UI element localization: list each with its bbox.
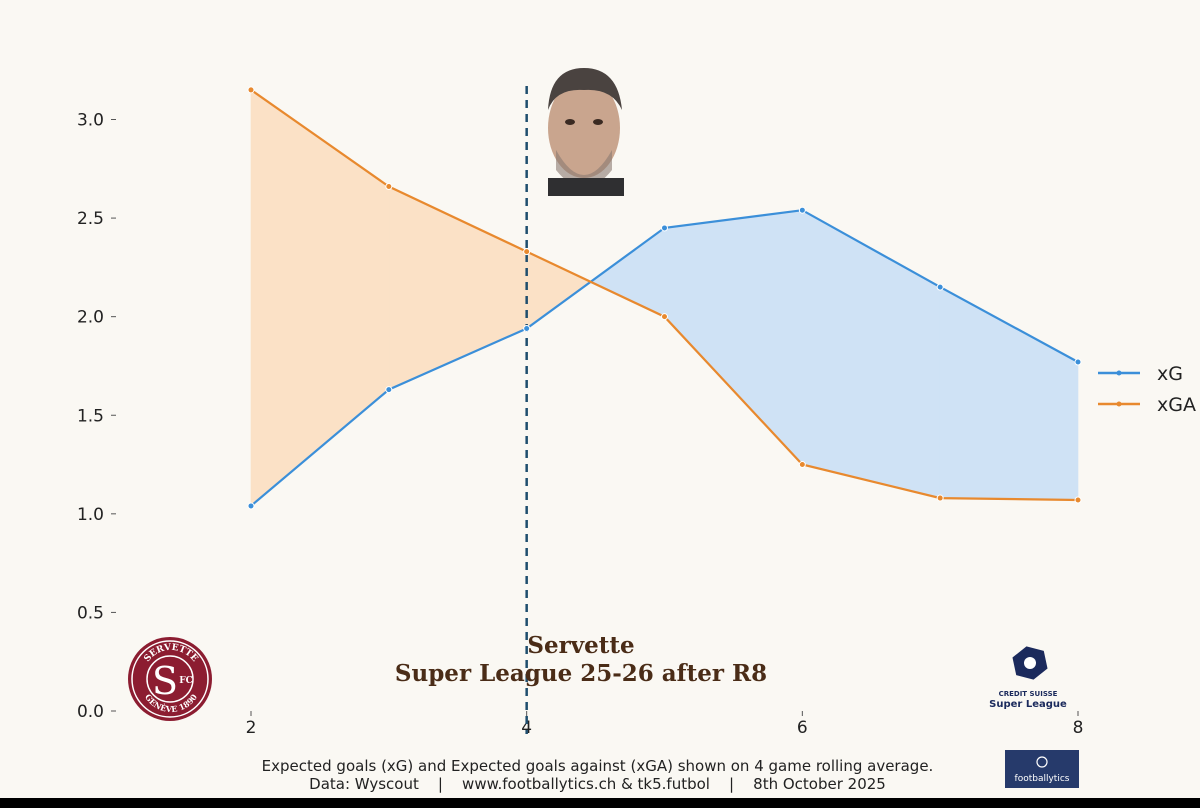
point-xg-4 bbox=[523, 324, 531, 332]
point-xga-4 bbox=[523, 248, 531, 256]
series-points bbox=[247, 86, 1082, 510]
point-xga-7 bbox=[936, 494, 944, 502]
chart-subtitle: Super League 25-26 after R8 bbox=[395, 660, 767, 687]
servette-logo: SERVETTE GENÈVE 1890 S FC bbox=[128, 637, 212, 721]
point-xg-6 bbox=[798, 206, 806, 214]
super-league-logo-line2: Super League bbox=[989, 699, 1067, 710]
point-xg-2 bbox=[247, 502, 255, 510]
y-tick-label-4: 2.0 bbox=[77, 308, 104, 328]
y-tick-label-0: 0.0 bbox=[77, 702, 104, 722]
fill-segment-0 bbox=[250, 89, 390, 507]
point-xga-6 bbox=[798, 461, 806, 469]
point-xga-3 bbox=[385, 183, 393, 191]
fill-segment-6 bbox=[939, 286, 1079, 501]
y-tick-label-6: 3.0 bbox=[77, 111, 104, 131]
x-tick-label-2: 6 bbox=[797, 718, 808, 738]
y-tick-label-2: 1.0 bbox=[77, 505, 104, 525]
legend-xg-label: xG bbox=[1157, 363, 1183, 385]
fill-segment-5 bbox=[801, 209, 941, 499]
legend-xga-marker bbox=[1116, 401, 1122, 407]
point-xga-5 bbox=[661, 313, 668, 321]
fill-segment-3 bbox=[590, 227, 665, 318]
x-axis: 2 4 6 8 bbox=[246, 711, 1084, 738]
x-tick-label-1: 4 bbox=[521, 718, 532, 738]
footballytics-logo-text: footballytics bbox=[1015, 774, 1070, 784]
y-tick-label-5: 2.5 bbox=[77, 209, 104, 229]
super-league-logo-line1: CREDIT SUISSE bbox=[999, 690, 1058, 698]
legend-xg-marker bbox=[1116, 370, 1122, 376]
super-league-logo: CREDIT SUISSE Super League bbox=[989, 646, 1067, 710]
footballytics-logo: footballytics bbox=[1005, 750, 1079, 788]
x-tick-label-3: 8 bbox=[1073, 718, 1084, 738]
y-tick-label-3: 1.5 bbox=[77, 406, 104, 426]
y-axis: 0.0 0.5 1.0 1.5 2.0 2.5 3.0 bbox=[77, 111, 116, 722]
chart-title: Servette bbox=[527, 632, 634, 659]
fill-between-areas bbox=[250, 89, 1079, 507]
bottom-bar bbox=[0, 798, 1200, 808]
point-xga-8 bbox=[1074, 496, 1082, 504]
point-xg-7 bbox=[936, 283, 944, 291]
footer-source: Data: Wyscout | www.footballytics.ch & t… bbox=[309, 775, 886, 793]
point-xg-5 bbox=[661, 224, 668, 232]
x-tick-label-0: 2 bbox=[246, 718, 257, 738]
legend-xga-label: xGA bbox=[1157, 394, 1196, 416]
servette-logo-monogram: S bbox=[152, 659, 178, 703]
point-xg-8 bbox=[1074, 358, 1082, 366]
coach-photo bbox=[548, 68, 624, 196]
legend: xG xGA bbox=[1098, 363, 1196, 416]
footer-description: Expected goals (xG) and Expected goals a… bbox=[261, 757, 934, 775]
point-xg-3 bbox=[385, 386, 393, 394]
y-tick-label-1: 0.5 bbox=[77, 603, 104, 623]
servette-logo-fc: FC bbox=[179, 676, 193, 686]
point-xga-2 bbox=[247, 86, 255, 94]
